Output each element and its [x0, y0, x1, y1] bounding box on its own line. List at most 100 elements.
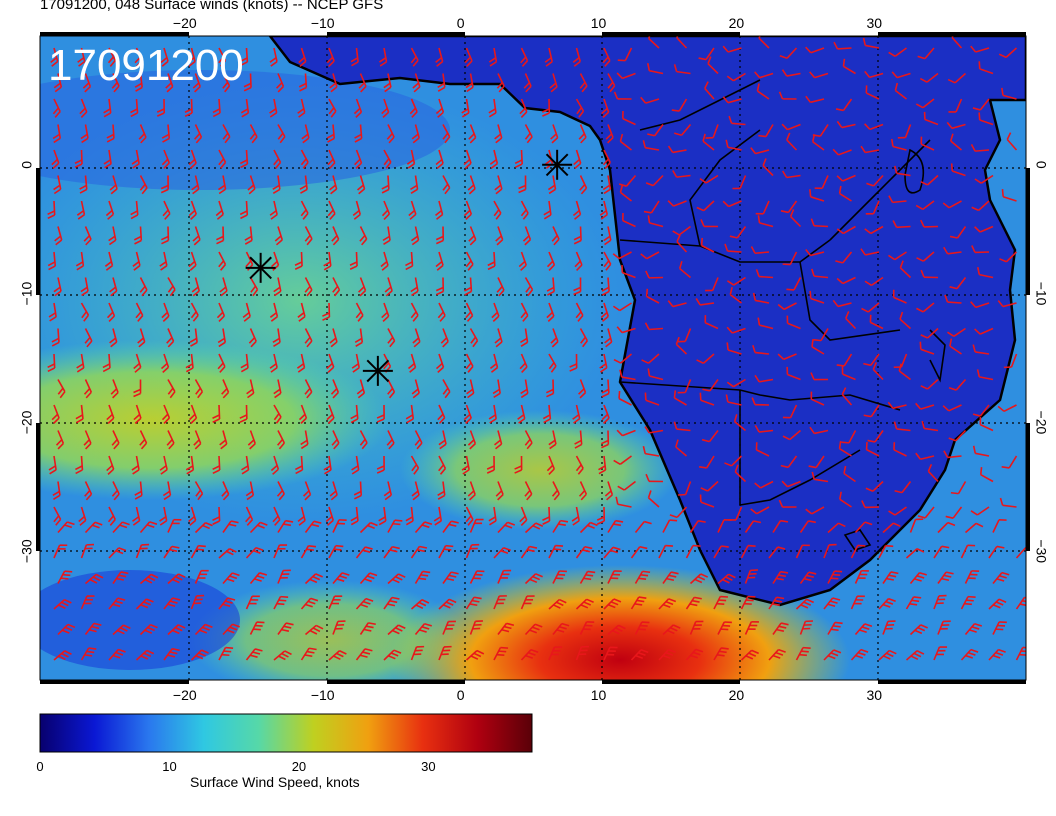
wind-barb [905, 548, 925, 559]
wind-barb [960, 544, 976, 559]
wind-barb [383, 149, 392, 169]
wind-barb [970, 45, 990, 53]
wind-barb [823, 597, 841, 610]
wind-barb [433, 506, 443, 526]
wind-barb [496, 277, 505, 297]
wind-barb [300, 200, 309, 220]
wind-barb [300, 647, 317, 661]
wind-barb [621, 110, 636, 126]
wind-barb [464, 47, 473, 67]
wind-barb [782, 251, 798, 266]
wind-barb [111, 73, 120, 93]
wind-barb [190, 302, 199, 322]
wind-barb [304, 226, 313, 246]
wind-barb [381, 302, 390, 322]
wind-barb [887, 251, 907, 261]
wind-barb [298, 73, 308, 92]
wind-barb [353, 98, 363, 118]
longitude-labels-bottom: −20 −10 0 10 20 30 [173, 687, 882, 703]
wind-barb [551, 226, 560, 246]
wind-barb [272, 506, 281, 526]
wind-barb [573, 226, 582, 245]
wind-barb [920, 327, 939, 339]
wind-barb [51, 404, 60, 424]
wind-barb [276, 481, 285, 501]
wind-barb [972, 445, 990, 457]
wind-barb [551, 481, 560, 501]
latitude-labels-left: 0 −10 −20 −30 [19, 161, 35, 563]
wind-barb [836, 276, 856, 285]
wind-barb [217, 353, 226, 373]
wind-barb [841, 366, 856, 381]
wind-barb [696, 353, 715, 364]
wind-barb [549, 73, 558, 93]
wind-barb [546, 251, 556, 271]
wind-barb [601, 98, 610, 118]
wind-barb [442, 571, 459, 584]
wind-barb [219, 430, 228, 450]
wind-barb [943, 450, 962, 459]
wind-barb [241, 455, 250, 475]
wind-barb [191, 277, 200, 297]
storm-markers [245, 149, 573, 386]
wind-barb [249, 521, 268, 534]
wind-barb [300, 430, 309, 450]
wind-barb [469, 518, 484, 533]
wind-barb [77, 47, 86, 67]
wind-barb [383, 481, 393, 501]
wind-barb [786, 315, 801, 330]
wind-barb [193, 430, 202, 450]
wind-barb [464, 277, 473, 296]
wind-barb [979, 467, 994, 483]
lon-tick-label-bottom: 10 [591, 687, 607, 703]
wind-barb [358, 277, 367, 297]
wind-barb [744, 520, 762, 533]
wind-barb [487, 251, 496, 271]
wind-barb [917, 47, 935, 60]
wind-barb [351, 353, 360, 373]
wind-barb [326, 404, 335, 424]
wind-barb [216, 302, 226, 322]
wind-barb [678, 261, 692, 279]
wind-barb [894, 82, 907, 100]
wind-barb [465, 251, 474, 271]
wind-barb [494, 175, 503, 195]
wind-barb [496, 73, 505, 93]
wind-barb [104, 251, 114, 271]
wind-barb [273, 149, 282, 169]
wind-barb [437, 73, 446, 92]
wind-barb [860, 145, 880, 154]
wind-barb [810, 218, 829, 228]
wind-barb [410, 455, 420, 475]
wind-barb [805, 95, 825, 104]
wind-barb [786, 277, 802, 291]
wind-barb [277, 430, 286, 450]
lon-tick-label-top: −10 [311, 15, 335, 31]
wind-barb [133, 404, 142, 424]
wind-barb [999, 497, 1017, 508]
wind-barb [988, 648, 1006, 661]
wind-barb [811, 339, 825, 355]
wind-barb [326, 47, 335, 67]
wind-barb [733, 414, 747, 432]
wind-barb [300, 597, 319, 610]
wind-barb [722, 96, 742, 104]
wind-barb [643, 200, 660, 214]
wind-barb [465, 506, 474, 526]
wind-barb [410, 226, 420, 246]
wind-barb [295, 455, 304, 475]
wind-barb [1001, 189, 1017, 202]
wind-barb [48, 302, 57, 322]
wind-barb [518, 251, 527, 271]
wind-barb [541, 98, 551, 117]
wind-barb [187, 47, 196, 67]
wind-barb [676, 234, 688, 253]
wind-barb [613, 455, 632, 466]
wind-barb [841, 430, 857, 444]
wind-barb [872, 362, 884, 381]
wind-barb [520, 379, 529, 399]
wind-barb [160, 353, 170, 373]
wind-barb [864, 225, 884, 235]
wind-barb [410, 47, 419, 67]
wind-barb [836, 120, 856, 129]
